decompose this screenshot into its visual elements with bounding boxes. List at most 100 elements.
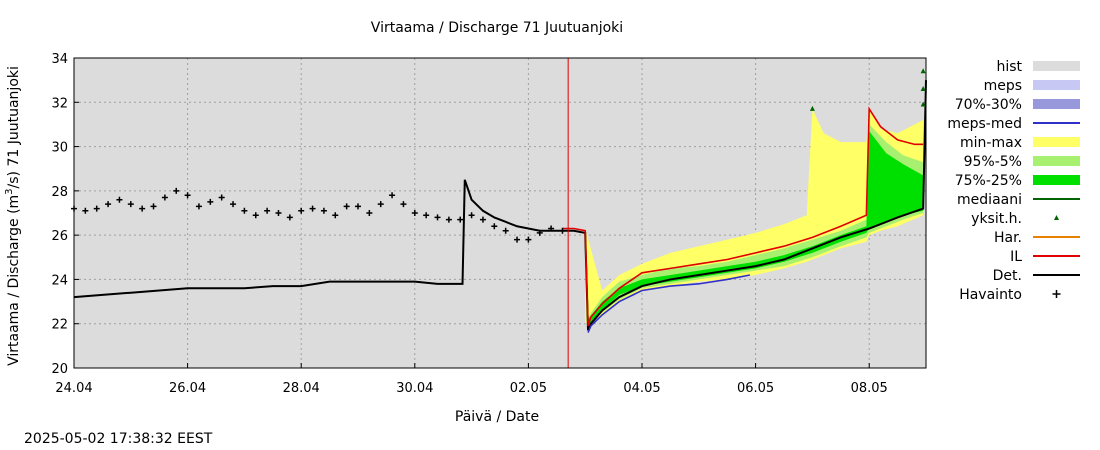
observation-point: [525, 236, 532, 243]
y-tick-label: 22: [51, 318, 68, 333]
timestamp: 2025-05-02 17:38:32 EEST: [24, 431, 213, 447]
legend-swatch-hist: [1033, 61, 1080, 71]
y-tick-label: 32: [51, 96, 68, 111]
legend-label-75-25-: 75%-25%: [955, 173, 1022, 189]
x-tick-label: 06.05: [737, 381, 774, 396]
x-tick-label: 28.04: [283, 381, 320, 396]
y-tick-label: 34: [51, 52, 68, 67]
observation-point: [536, 229, 543, 236]
legend-swatch-75-25-: [1033, 175, 1080, 185]
y-ticks: 20 22 24 26 28 30 32 34: [51, 52, 79, 377]
x-axis-label: Päivä / Date: [455, 409, 539, 425]
observation-point: [93, 205, 100, 212]
legend-label-har-: Har.: [994, 230, 1022, 246]
legend-swatch-95-5-: [1033, 156, 1080, 166]
observation-point: [264, 207, 271, 214]
observation-point: [173, 187, 180, 194]
observation-point: [502, 227, 509, 234]
legend-label-95-5-: 95%-5%: [964, 154, 1022, 170]
observation-point: [139, 205, 146, 212]
observation-point: [275, 210, 282, 216]
y-axis-label-prefix: Virtaama / Discharge (m: [6, 195, 22, 366]
y-axis-label-sup: 3: [4, 188, 15, 194]
observation-point: [241, 207, 248, 214]
observation-point: [286, 214, 293, 221]
observation-point: [366, 210, 373, 216]
x-tick-label: 08.05: [851, 381, 888, 396]
observation-point: [184, 192, 191, 199]
observation-point: [457, 216, 464, 223]
y-tick-label: 28: [51, 185, 68, 200]
line-meps-med: [587, 274, 751, 333]
observation-point: [298, 207, 305, 214]
legend-label-meps: meps: [984, 78, 1022, 94]
observation-point: [105, 201, 112, 208]
band-75-25-: [588, 131, 924, 326]
observation-point: [377, 201, 384, 208]
legend-swatch-min-max: [1033, 137, 1080, 147]
y-tick-label: 24: [51, 273, 68, 288]
observation-point: [434, 214, 441, 221]
legend-label-min-max: min-max: [960, 135, 1022, 151]
x-ticks: 24.04 26.04 28.04 30.04 02.05 04.05 06.05 08.05: [55, 363, 888, 396]
observation-point: [150, 203, 157, 210]
observation-point: [343, 203, 350, 210]
y-axis-label: Virtaama / Discharge (m3/s) 71 Juutuanjo…: [4, 66, 22, 366]
legend-swatch-yksit-h-: [1054, 215, 1059, 220]
x-tick-label: 30.04: [396, 381, 433, 396]
x-tick-label: 24.04: [55, 381, 92, 396]
observation-point: [514, 236, 521, 243]
single-member-point: [920, 68, 926, 74]
legend-label-hist: hist: [996, 59, 1022, 75]
line-il: [562, 106, 924, 327]
observation-point: [548, 225, 555, 232]
observation-point: [445, 216, 452, 223]
x-tick-label: 04.05: [623, 381, 660, 396]
observation-point: [400, 201, 407, 208]
y-tick-label: 30: [51, 141, 68, 156]
observation-point: [82, 207, 89, 214]
legend-label-havainto: Havainto: [959, 287, 1022, 303]
single-member-point: [920, 86, 926, 91]
legend-label-70-30-: 70%-30%: [955, 97, 1022, 113]
observation-point: [207, 198, 214, 205]
observation-point: [491, 223, 498, 230]
lines-layer: [73, 58, 927, 368]
observation-point: [252, 212, 259, 219]
y-axis-label-suffix: /s) 71 Juutuanjoki: [6, 66, 22, 188]
observation-point: [389, 192, 396, 199]
x-tick-label: 02.05: [510, 381, 547, 396]
legend-label-il: IL: [1010, 249, 1022, 265]
observation-point: [195, 203, 202, 210]
observation-point: [218, 194, 225, 201]
legend: hist meps 70%-30% meps-med min-max 95%-5% 75%-…: [947, 59, 1080, 303]
observation-point: [230, 201, 237, 208]
observation-point: [116, 196, 123, 203]
legend-swatch-70-30-: [1033, 99, 1080, 109]
legend-label-mediaani: mediaani: [957, 192, 1022, 208]
bands-layer: [585, 108, 924, 326]
legend-swatch-havainto: [1052, 290, 1061, 298]
line-det-: [73, 80, 927, 331]
single-member-point: [920, 101, 926, 107]
y-tick-label: 20: [51, 362, 68, 377]
x-tick-label: 26.04: [169, 381, 206, 396]
legend-swatch-meps: [1033, 80, 1080, 90]
single-member-point: [809, 105, 815, 111]
observation-point: [423, 212, 430, 219]
observation-point: [468, 212, 475, 219]
observation-point: [411, 210, 418, 216]
legend-label-yksit-h-: yksit.h.: [971, 211, 1022, 227]
observation-point: [332, 212, 339, 219]
observation-point: [559, 227, 566, 234]
markers-layer: [71, 68, 926, 243]
plot-frame: [73, 57, 927, 369]
chart-title: Virtaama / Discharge 71 Juutuanjoki: [371, 20, 623, 36]
observation-point: [479, 216, 486, 223]
legend-label-meps-med: meps-med: [947, 116, 1022, 132]
observation-point: [320, 207, 327, 214]
legend-label-det-: Det.: [993, 268, 1022, 284]
observation-point: [355, 203, 361, 210]
y-tick-label: 26: [51, 229, 68, 244]
